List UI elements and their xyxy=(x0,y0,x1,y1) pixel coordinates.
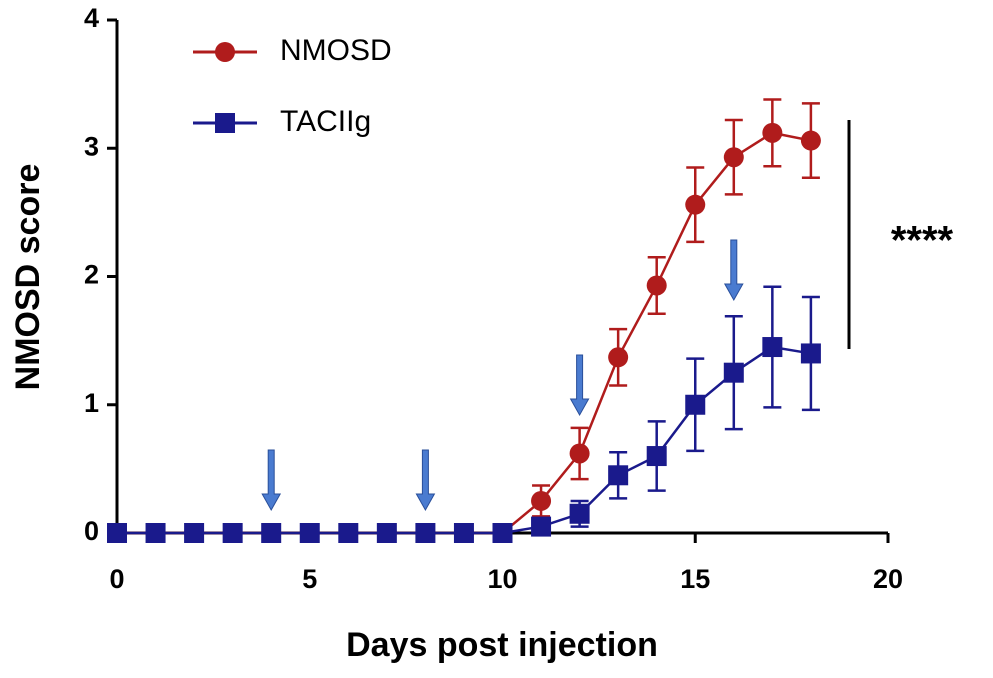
x-tick-label: 15 xyxy=(680,564,710,594)
x-tick-label: 20 xyxy=(873,564,903,594)
legend-label: NMOSD xyxy=(280,34,392,67)
data-point xyxy=(685,394,706,415)
data-point xyxy=(299,523,320,543)
legend-marker xyxy=(215,113,235,133)
x-tick-label: 5 xyxy=(302,564,317,594)
data-point xyxy=(608,465,629,486)
data-point xyxy=(800,130,821,151)
data-point xyxy=(107,523,127,543)
data-point xyxy=(338,523,359,543)
legend-marker xyxy=(215,42,235,62)
injection-arrow xyxy=(569,354,590,417)
data-point xyxy=(222,523,243,543)
data-point xyxy=(415,523,436,543)
data-point xyxy=(762,337,783,358)
injection-arrow xyxy=(723,239,744,302)
data-point xyxy=(453,523,474,543)
data-point xyxy=(531,490,552,511)
significance-label: **** xyxy=(891,219,954,263)
data-point xyxy=(376,523,397,543)
data-point xyxy=(685,194,706,215)
data-point xyxy=(646,446,667,467)
data-point xyxy=(723,362,744,383)
data-point xyxy=(723,147,744,168)
y-tick-label: 4 xyxy=(84,3,99,33)
injection-arrow xyxy=(415,449,436,512)
x-axis-title: Days post injection xyxy=(346,626,658,664)
y-tick-label: 1 xyxy=(84,388,99,418)
data-point xyxy=(646,275,667,296)
x-tick-label: 0 xyxy=(109,564,124,594)
x-tick-label: 10 xyxy=(487,564,517,594)
data-point xyxy=(569,443,590,464)
data-point xyxy=(145,523,166,543)
data-point xyxy=(762,122,783,143)
legend-label: TACIIg xyxy=(280,105,371,138)
data-point xyxy=(800,343,821,364)
data-point xyxy=(608,347,629,368)
y-tick-label: 0 xyxy=(84,516,99,546)
series-line xyxy=(117,345,812,535)
data-point xyxy=(184,523,205,543)
data-point xyxy=(261,523,282,543)
data-point xyxy=(531,516,552,537)
data-point xyxy=(569,503,590,524)
y-tick-label: 2 xyxy=(84,260,99,290)
injection-arrow xyxy=(261,449,282,512)
y-axis-title: NMOSD score xyxy=(9,164,47,391)
series-line xyxy=(117,131,812,535)
data-point xyxy=(492,523,513,543)
y-tick-label: 3 xyxy=(84,131,99,161)
